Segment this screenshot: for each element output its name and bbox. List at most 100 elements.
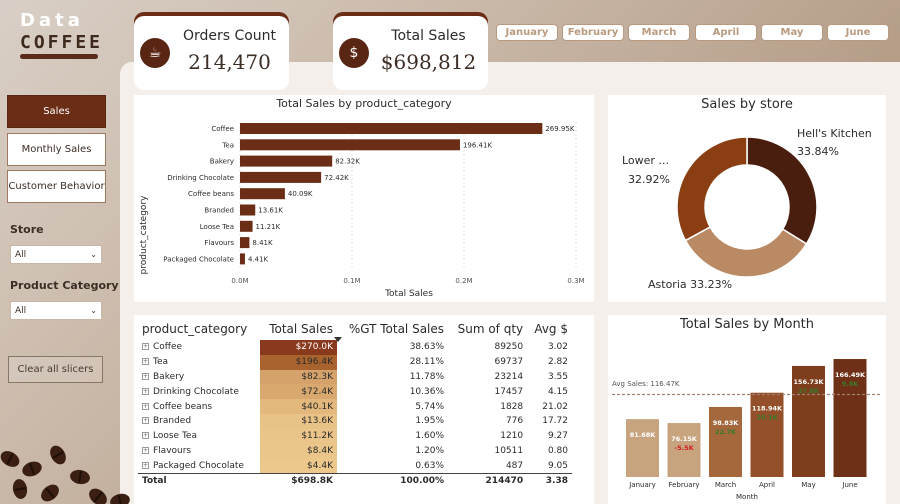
month-button-january[interactable]: January bbox=[496, 24, 558, 41]
category-bar[interactable] bbox=[240, 204, 256, 216]
category-bar[interactable] bbox=[240, 253, 245, 265]
expand-icon[interactable]: + bbox=[142, 461, 149, 469]
nav-monthly-sales-button[interactable]: Monthly Sales bbox=[7, 133, 106, 166]
expand-icon[interactable]: + bbox=[142, 372, 149, 380]
row-category: + Flavours bbox=[142, 445, 192, 456]
coffee-bean-icon bbox=[37, 481, 63, 504]
coffee-bean-icon bbox=[11, 477, 29, 501]
row-avg: 3.02 bbox=[547, 342, 568, 353]
clear-slicers-button[interactable]: Clear all slicers bbox=[8, 356, 103, 383]
month-tick-label: February bbox=[668, 481, 699, 489]
money-bag-icon: $ bbox=[339, 38, 369, 68]
category-bar[interactable] bbox=[240, 123, 543, 134]
category-dropdown[interactable]: All ⌄ bbox=[10, 301, 102, 320]
bar-category-label: Flavours bbox=[204, 239, 234, 247]
total-label: Total bbox=[138, 472, 260, 488]
store-donut-title: Sales by store bbox=[701, 97, 793, 112]
month-tick-label: April bbox=[759, 481, 775, 489]
row-pct: 11.78% bbox=[409, 371, 445, 382]
store-dropdown[interactable]: All ⌄ bbox=[10, 245, 102, 264]
row-qty: 1210 bbox=[500, 431, 524, 442]
table-total-row: Total $698.8K 100.00% 214470 3.38 bbox=[138, 472, 572, 488]
coffee-bean-icon bbox=[0, 447, 23, 471]
month-button-june[interactable]: June bbox=[827, 24, 889, 41]
month-bar[interactable] bbox=[709, 406, 742, 477]
expand-icon[interactable]: + bbox=[142, 432, 149, 440]
month-button-february[interactable]: February bbox=[562, 24, 624, 41]
month-button-april[interactable]: April bbox=[695, 24, 757, 41]
table-row[interactable]: + Loose Tea $11.2K 1.60% 1210 9.27 bbox=[138, 428, 572, 444]
coffee-cup-icon: ☕ bbox=[140, 38, 170, 68]
month-bar[interactable] bbox=[792, 365, 825, 477]
nav-sales-button[interactable]: Sales bbox=[7, 95, 106, 128]
table-row[interactable]: + Tea $196.4K 28.11% 69737 2.82 bbox=[138, 354, 572, 370]
row-avg: 0.80 bbox=[547, 445, 568, 456]
row-qty: 776 bbox=[505, 416, 524, 427]
expand-icon[interactable]: + bbox=[142, 343, 149, 351]
orders-count-title: Orders Count bbox=[182, 28, 277, 44]
expand-icon[interactable]: + bbox=[142, 387, 149, 395]
row-qty: 487 bbox=[505, 460, 524, 471]
row-pct: 10.36% bbox=[409, 386, 445, 397]
row-total-sales: $40.1K bbox=[259, 399, 337, 414]
row-qty: 23214 bbox=[494, 371, 524, 382]
month-chart-title: Total Sales by Month bbox=[679, 317, 815, 332]
nav-customer-behavior-button[interactable]: Customer Behavior bbox=[7, 170, 106, 203]
row-category: + Tea bbox=[142, 357, 169, 368]
donut-label-astoria: Astoria 33.23% bbox=[648, 278, 732, 291]
row-pct: 5.74% bbox=[415, 401, 445, 412]
row-qty: 69737 bbox=[494, 357, 524, 368]
table-row[interactable]: + Packaged Chocolate $4.4K 0.63% 487 9.05 bbox=[138, 458, 572, 474]
row-category: + Packaged Chocolate bbox=[142, 460, 244, 471]
bar-data-label: 269.95K bbox=[545, 125, 574, 133]
coffee-bean-icon bbox=[20, 459, 44, 479]
month-delta-label: 22.7K bbox=[715, 428, 737, 436]
table-row[interactable]: + Drinking Chocolate $72.4K 10.36% 17457 4.15 bbox=[138, 384, 572, 400]
expand-icon[interactable]: + bbox=[142, 417, 149, 425]
month-bar[interactable] bbox=[626, 419, 659, 477]
expand-icon[interactable]: + bbox=[142, 446, 149, 454]
store-dropdown-value: All bbox=[15, 249, 27, 260]
month-value-label: 166.49K bbox=[835, 371, 866, 379]
row-total-sales: $13.6K bbox=[259, 413, 337, 429]
expand-icon[interactable]: + bbox=[142, 358, 149, 366]
month-chart-card: Total Sales by Month 81.68K January 76.15K… bbox=[608, 315, 886, 504]
header-sum-qty[interactable]: Sum of qty bbox=[457, 322, 524, 336]
row-category: + Loose Tea bbox=[142, 431, 197, 442]
donut-slice[interactable] bbox=[684, 226, 808, 278]
table-row[interactable]: + Coffee beans $40.1K 5.74% 1828 21.02 bbox=[138, 399, 572, 414]
sort-descending-icon[interactable] bbox=[334, 337, 342, 342]
table-row[interactable]: + Branded $13.6K 1.95% 776 17.72 bbox=[138, 413, 572, 429]
total-qty: 214470 bbox=[448, 472, 528, 488]
month-bar[interactable] bbox=[667, 423, 701, 477]
month-button-may[interactable]: May bbox=[761, 24, 823, 41]
table-row[interactable]: + Flavours $8.4K 1.20% 10511 0.80 bbox=[138, 443, 572, 459]
category-bar[interactable] bbox=[240, 237, 250, 249]
expand-icon[interactable]: + bbox=[142, 402, 149, 410]
table-row[interactable]: + Bakery $82.3K 11.78% 23214 3.55 bbox=[138, 369, 572, 385]
category-bar[interactable] bbox=[240, 220, 253, 232]
category-bar[interactable] bbox=[240, 155, 333, 167]
month-bar[interactable] bbox=[833, 359, 867, 477]
donut-slice[interactable] bbox=[746, 136, 818, 245]
month-tick-label: March bbox=[715, 481, 736, 489]
month-button-march[interactable]: March bbox=[628, 24, 690, 41]
bar-category-label: Coffee beans bbox=[188, 190, 234, 198]
bar-x-tick: 0.0M bbox=[231, 277, 248, 285]
row-total-sales: $72.4K bbox=[259, 384, 337, 400]
month-bar[interactable] bbox=[750, 392, 784, 477]
bar-x-tick: 0.2M bbox=[455, 277, 472, 285]
header-total-sales[interactable]: Total Sales bbox=[269, 322, 333, 336]
header-avg[interactable]: Avg $ bbox=[534, 322, 568, 336]
table-row[interactable]: + Coffee $270.0K 38.63% 89250 3.02 bbox=[138, 340, 572, 355]
header-pct-gt[interactable]: %GT Total Sales bbox=[348, 322, 445, 336]
bar-data-label: 8.41K bbox=[252, 239, 273, 247]
orders-count-value: 214,470 bbox=[188, 50, 271, 74]
donut-slice[interactable] bbox=[676, 136, 748, 242]
category-bar[interactable] bbox=[240, 139, 460, 151]
bar-chart-y-axis-label: product_category bbox=[139, 195, 149, 275]
header-product-category[interactable]: product_category bbox=[142, 322, 248, 336]
chevron-down-icon: ⌄ bbox=[90, 250, 97, 259]
category-bar[interactable] bbox=[240, 188, 285, 200]
category-bar[interactable] bbox=[240, 171, 322, 183]
